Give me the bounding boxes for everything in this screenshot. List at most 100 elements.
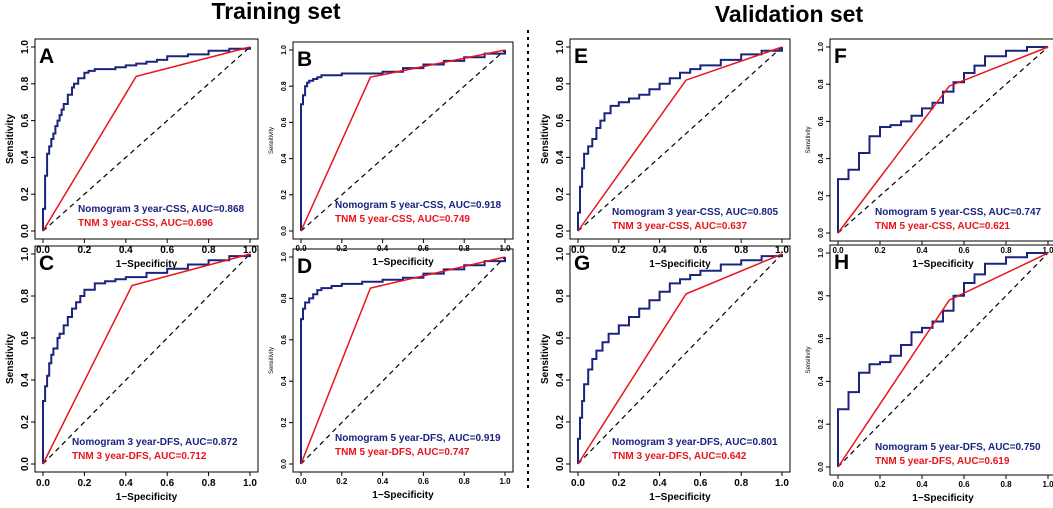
x-tick-label: 0.2	[874, 480, 886, 489]
nomogram-auc-label: Nomogram 3 year-CSS, AUC=0.805	[612, 207, 779, 218]
x-tick-label: 0.6	[958, 480, 970, 489]
x-tick-label: 0.8	[202, 478, 216, 489]
y-tick-label: 0.4	[20, 150, 31, 164]
tnm-auc-label: TNM 3 year-DFS, AUC=0.712	[72, 451, 207, 462]
x-tick-label: 1.0	[1042, 480, 1053, 489]
x-tick-label: 1.0	[499, 477, 511, 486]
y-axis-label: Sensitivity	[806, 346, 812, 373]
reference-diagonal	[42, 46, 251, 232]
y-tick-label: 0.8	[555, 289, 566, 303]
tnm-auc-label: TNM 3 year-CSS, AUC=0.637	[612, 221, 747, 232]
y-tick-label: 0.4	[281, 376, 288, 386]
y-tick-label: 0.2	[818, 419, 825, 429]
y-tick-label: 1.0	[20, 40, 31, 54]
x-tick-label: 0.6	[160, 478, 174, 489]
nomogram-auc-label: Nomogram 3 year-DFS, AUC=0.872	[72, 437, 238, 448]
x-tick-label: 0.2	[77, 478, 91, 489]
y-tick-label: 0.6	[281, 335, 288, 345]
y-tick-label: 0.2	[281, 418, 288, 428]
y-tick-label: 0.8	[20, 76, 31, 90]
tnm-roc-curve	[42, 253, 251, 465]
x-tick-label: 0.4	[119, 245, 133, 256]
y-tick-label: 0.4	[555, 150, 566, 164]
y-tick-label: 0.6	[281, 117, 288, 127]
validation-set-header: Validation set	[715, 1, 864, 27]
panel-letter: A	[39, 45, 54, 68]
x-tick-label: 1.0	[243, 245, 257, 256]
panel-b: 0.0 0.2 0.4 0.6 0.8 1.01−Specificity0.00.20.4…	[269, 41, 514, 268]
tnm-roc-curve	[577, 253, 783, 465]
y-tick-label: 0.6	[555, 331, 566, 345]
x-tick-label: 0.6	[418, 477, 430, 486]
x-tick-label: 0.0	[36, 478, 50, 489]
x-tick-label: 0.8	[734, 245, 748, 256]
panel-letter: H	[834, 251, 849, 274]
y-tick-label: 0.2	[555, 187, 566, 201]
x-tick-label: 0.2	[336, 477, 348, 486]
y-tick-label: 0.6	[818, 334, 825, 344]
x-tick-label: 0.6	[693, 245, 707, 256]
x-tick-label: 1.0	[243, 478, 257, 489]
y-tick-label: 0.2	[20, 415, 31, 429]
panel-c: 0.0 0.2 0.4 0.6 0.8 1.0 1−Specificity 0.0 0.2 0.4…	[5, 245, 259, 503]
y-tick-label: 1.0	[555, 40, 566, 54]
tnm-auc-label: TNM 5 year-CSS, AUC=0.621	[875, 221, 1010, 232]
panel-d: 0.0 0.2 0.4 0.6 0.8 1.0 1−Specificity 0.0 0.2 0.4…	[269, 248, 514, 501]
panel-h: 0.0 0.2 0.4 0.6 0.8 1.0 1−Specificity 0.0 0.2 0.4…	[806, 244, 1053, 504]
tnm-auc-label: TNM 5 year-CSS, AUC=0.749	[335, 214, 470, 225]
tnm-roc-curve	[300, 256, 506, 465]
y-tick-label: 0.4	[20, 373, 31, 387]
panel-letter: D	[297, 255, 312, 278]
tnm-roc-curve	[577, 46, 783, 232]
y-tick-label: 0.8	[818, 79, 825, 89]
nomogram-auc-label: Nomogram 5 year-DFS, AUC=0.919	[335, 433, 501, 444]
y-tick-label: 0.6	[555, 113, 566, 127]
y-tick-label: 0.0	[555, 224, 566, 238]
nomogram-roc-curve	[837, 46, 1048, 233]
y-tick-label: 1.0	[555, 247, 566, 261]
x-tick-label: 1.0	[775, 245, 789, 256]
y-tick-label: 1.0	[20, 247, 31, 261]
x-tick-label: 0.8	[1000, 480, 1012, 489]
x-axis-label: 1−Specificity	[912, 259, 974, 270]
x-tick-label: 0.4	[916, 246, 928, 255]
x-axis-label: 1−Specificity	[116, 492, 178, 503]
x-tick-label: 0.8	[459, 477, 471, 486]
y-tick-label: 0.2	[20, 187, 31, 201]
x-tick-label: 0.8	[734, 478, 748, 489]
y-tick-label: 0.0	[20, 224, 31, 238]
x-tick-label: 0.0	[571, 478, 585, 489]
y-tick-label: 0.0	[281, 459, 288, 469]
y-tick-label: 0.2	[281, 190, 288, 200]
x-tick-label: 0.2	[612, 478, 626, 489]
x-tick-label: 0.4	[377, 477, 389, 486]
y-tick-label: 0.2	[818, 191, 825, 201]
x-axis-label: 1−Specificity	[912, 493, 974, 504]
y-tick-label: 1.0	[818, 42, 825, 52]
nomogram-roc-curve	[577, 254, 783, 464]
nomogram-roc-curve	[837, 252, 1048, 467]
panels: 0.0 0.2 0.4 0.6 0.8 1.0 1−Specificity 0.0 0.2 0.4…	[5, 38, 1053, 504]
x-tick-label: 0.4	[119, 478, 133, 489]
x-tick-label: 0.4	[653, 245, 667, 256]
y-tick-label: 1.0	[281, 252, 288, 262]
y-tick-label: 1.0	[281, 45, 288, 55]
y-tick-label: 1.0	[818, 248, 825, 258]
y-axis-label: Sensitivity	[5, 114, 16, 164]
panel-letter: G	[574, 252, 590, 275]
reference-diagonal	[837, 46, 1049, 234]
y-tick-label: 0.0	[555, 457, 566, 471]
nomogram-auc-label: Nomogram 3 year-DFS, AUC=0.801	[612, 437, 778, 448]
nomogram-roc-curve	[42, 47, 251, 231]
y-axis-label: Sensitivity	[540, 334, 551, 384]
panel-a: 0.0 0.2 0.4 0.6 0.8 1.0 1−Specificity 0.0 0.2 0.4…	[5, 38, 259, 270]
x-tick-label: 0.0	[36, 245, 50, 256]
tnm-auc-label: TNM 5 year-DFS, AUC=0.619	[875, 456, 1010, 467]
x-axis-label: 1−Specificity	[372, 257, 434, 268]
nomogram-auc-label: Nomogram 5 year-DFS, AUC=0.750	[875, 442, 1041, 453]
nomogram-roc-curve	[42, 254, 251, 464]
x-tick-label: 0.0	[832, 246, 844, 255]
reference-diagonal	[577, 253, 783, 465]
y-tick-label: 0.4	[818, 376, 825, 386]
